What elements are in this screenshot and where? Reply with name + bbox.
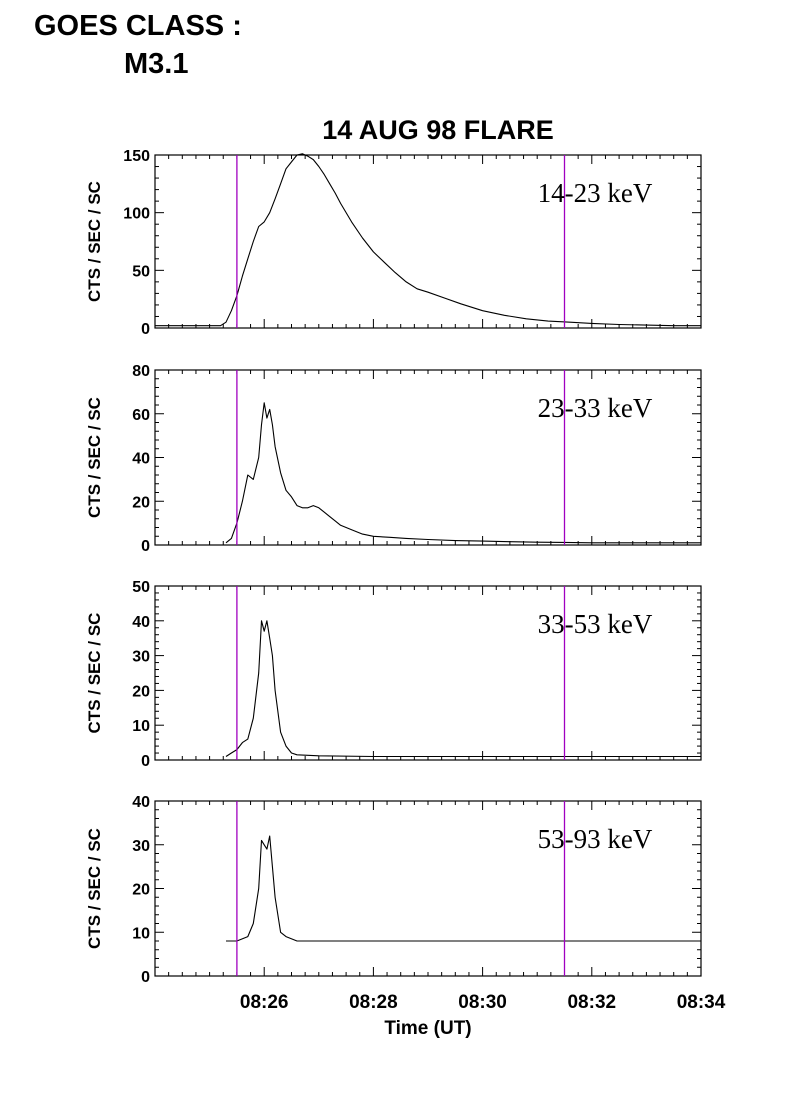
- x-tick-label: 08:30: [458, 992, 507, 1013]
- y-tick-label: 60: [132, 407, 150, 424]
- x-tick-label: 08:26: [240, 992, 289, 1013]
- x-tick-label: 08:28: [349, 992, 398, 1013]
- y-tick-label: 0: [141, 969, 150, 986]
- y-tick-label: 40: [132, 794, 150, 811]
- y-axis-label: CTS / SEC / SC: [85, 613, 104, 734]
- y-tick-label: 30: [132, 838, 150, 855]
- y-tick-label: 20: [132, 882, 150, 899]
- energy-band-label: 33-53 keV: [538, 609, 653, 639]
- energy-band-label: 23-33 keV: [538, 393, 653, 423]
- y-tick-label: 0: [141, 538, 150, 555]
- series-line: [225, 620, 701, 758]
- y-tick-label: 20: [132, 683, 150, 700]
- goes-class-value: M3.1: [124, 48, 189, 80]
- y-tick-label: 50: [132, 579, 150, 596]
- series-line: [225, 402, 701, 544]
- y-tick-label: 150: [123, 148, 150, 165]
- energy-band-label: 53-93 keV: [538, 824, 653, 854]
- y-axis-label: CTS / SEC / SC: [85, 181, 104, 302]
- panel-3: 0 10 20 30 40 50 CTS / SEC / SC 33-53 keV: [85, 579, 702, 770]
- x-tick-label: 08:32: [567, 992, 616, 1013]
- panel-4: 0 10 20 30 40 CTS / SEC / SC 53-93 keV: [85, 794, 702, 986]
- goes-class-label: GOES CLASS :: [34, 10, 242, 42]
- y-tick-label: 0: [141, 753, 150, 770]
- y-axis-label: CTS / SEC / SC: [85, 397, 104, 518]
- y-tick-label: 20: [132, 494, 150, 511]
- y-axis-label: CTS / SEC / SC: [85, 828, 104, 949]
- y-tick-label: 80: [132, 363, 150, 380]
- energy-band-label: 14-23 keV: [538, 178, 653, 208]
- panel-2: 0 20 40 60 80 CTS / SEC / SC 23-33 keV: [85, 363, 702, 555]
- y-tick-label: 10: [132, 718, 150, 735]
- x-axis-label: Time (UT): [384, 1018, 471, 1039]
- y-tick-label: 50: [132, 263, 150, 280]
- y-tick-label: 100: [123, 206, 150, 223]
- series-line: [155, 153, 701, 327]
- y-tick-label: 40: [132, 614, 150, 631]
- y-tick-label: 40: [132, 451, 150, 468]
- series-line: [226, 835, 701, 942]
- x-tick-label: 08:34: [677, 992, 726, 1013]
- y-tick-label: 0: [141, 321, 150, 338]
- y-tick-label: 10: [132, 925, 150, 942]
- chart-title: 14 AUG 98 FLARE: [322, 115, 554, 145]
- panel-1: 0 50 100 150 CTS / SEC / SC 14-23 keV: [85, 148, 702, 338]
- y-tick-label: 30: [132, 649, 150, 666]
